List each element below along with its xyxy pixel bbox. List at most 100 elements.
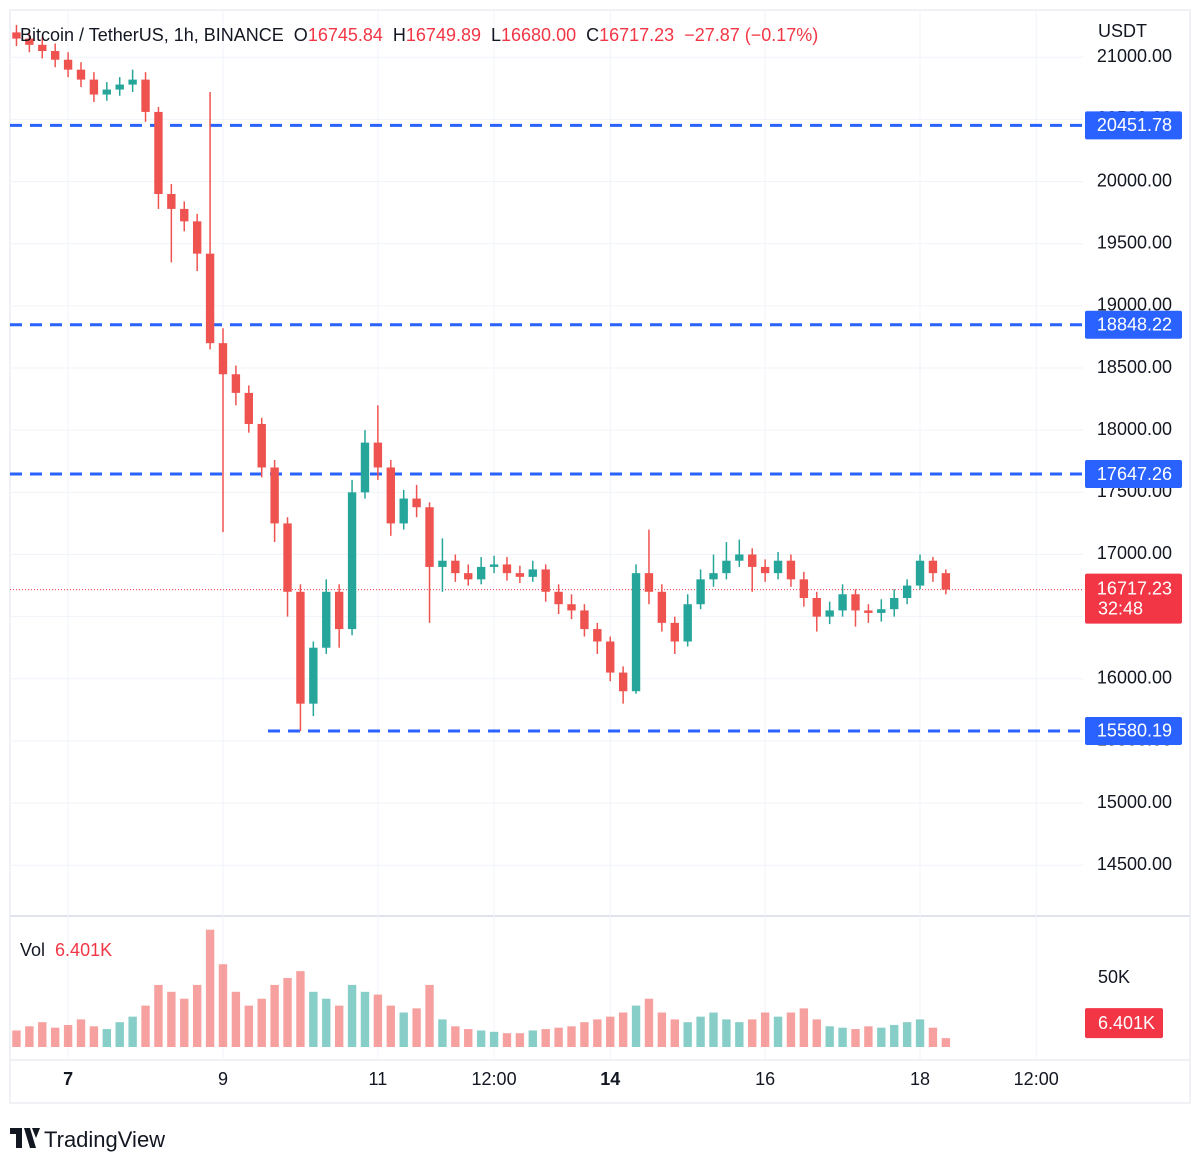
volume-bar — [244, 1005, 253, 1047]
volume-bar — [618, 1012, 628, 1047]
candle-body — [489, 564, 499, 567]
level-label: 15580.19 — [1097, 721, 1172, 741]
candle-body — [309, 647, 318, 704]
candle-body — [231, 374, 241, 393]
volume-bar — [631, 1005, 641, 1047]
volume-bar — [464, 1029, 473, 1047]
volume-bar — [670, 1019, 679, 1047]
volume-bar — [941, 1038, 951, 1047]
close: 16717.23 — [599, 25, 675, 45]
axis: 14500.0015000.0015500.0016000.0016500.00… — [63, 46, 1182, 1089]
candle-body — [722, 560, 731, 574]
volume-bar — [141, 1005, 150, 1047]
candle-body — [438, 560, 447, 567]
volume-bar — [128, 1016, 137, 1047]
volume-bar — [735, 1022, 744, 1047]
volume-bar — [76, 1019, 86, 1047]
volume-bar — [877, 1027, 886, 1047]
candle-body — [115, 84, 124, 90]
candle-body — [386, 467, 395, 524]
volume-bar — [606, 1016, 615, 1047]
candle-body — [864, 610, 873, 613]
volume-bar — [696, 1016, 705, 1047]
candle-body — [760, 566, 770, 574]
candle-body — [63, 59, 73, 70]
volume-bar — [180, 998, 189, 1047]
volume-bar — [205, 929, 215, 1047]
volume-bar — [812, 1019, 821, 1047]
level-label-box — [1085, 460, 1182, 489]
candle-body — [347, 492, 357, 630]
candle-body — [334, 591, 344, 630]
candle-body — [890, 598, 899, 610]
candle-body — [812, 598, 821, 617]
volume-bar — [489, 1031, 499, 1047]
volume-bar — [528, 1030, 537, 1047]
candle-body — [25, 38, 34, 45]
candle-body — [476, 566, 486, 580]
last-price-box — [1085, 573, 1182, 624]
level-label: 17647.26 — [1097, 464, 1172, 484]
candle-body — [244, 392, 253, 424]
volume-bar — [309, 991, 318, 1047]
candle-body — [412, 498, 421, 508]
volume-bar — [683, 1022, 692, 1047]
volume-bar — [451, 1026, 460, 1047]
level-label: 18848.22 — [1097, 314, 1172, 334]
volume-title: Vol — [20, 940, 46, 960]
candle-body — [709, 573, 718, 580]
volume-bar — [476, 1030, 486, 1047]
volume-bar — [425, 984, 434, 1047]
y-tick-label: 20000.00 — [1097, 170, 1172, 190]
volume-bar — [825, 1026, 834, 1047]
legend-header: Bitcoin / TetherUS, 1h, BINANCE O16745.8… — [20, 25, 818, 46]
countdown: 32:48 — [1098, 598, 1143, 618]
volume-bar — [322, 998, 331, 1047]
volume-bar — [283, 978, 292, 1047]
volume-bar — [25, 1026, 34, 1047]
y-tick-label: 15000.00 — [1097, 792, 1172, 812]
volume-bar — [373, 994, 383, 1047]
x-tick-label: 14 — [600, 1069, 620, 1089]
candle-body — [12, 32, 21, 39]
volume-legend: Vol 6.401K — [20, 940, 112, 961]
candle-body — [257, 423, 266, 468]
volume-bar — [580, 1022, 589, 1047]
o-label: O — [293, 25, 308, 45]
volume-bar — [296, 971, 305, 1047]
volume-bar — [399, 1012, 408, 1047]
y-tick-label: 14500.00 — [1097, 854, 1172, 874]
volume-last-box — [1085, 1008, 1163, 1039]
candle-body — [89, 79, 99, 95]
candle-body — [451, 560, 460, 574]
volume-bar — [554, 1027, 563, 1047]
candle-body — [167, 193, 176, 209]
low: 16680.00 — [501, 25, 577, 45]
y-tick-label: 17000.00 — [1097, 543, 1172, 563]
candles — [12, 24, 951, 731]
volume-bar — [257, 998, 266, 1047]
chart-frame — [9, 9, 1191, 1104]
symbol: Bitcoin / TetherUS, 1h, BINANCE — [20, 25, 284, 45]
volume-bar — [786, 1012, 796, 1047]
grid — [10, 10, 1083, 1060]
candle-body — [296, 591, 305, 704]
last-price-label: 16717.23 — [1097, 578, 1172, 598]
candle-body — [283, 523, 292, 592]
volume-bar — [502, 1033, 512, 1047]
candle-body — [218, 343, 228, 375]
volume-bar — [773, 1016, 783, 1047]
x-tick-label: 7 — [63, 1069, 73, 1089]
volume-bar — [218, 964, 228, 1047]
x-tick-label: 18 — [910, 1069, 930, 1089]
volume-bar — [838, 1027, 847, 1047]
candle-body — [825, 610, 834, 617]
candle-body — [851, 594, 860, 611]
volume-bar — [928, 1027, 938, 1047]
candle-body — [102, 89, 112, 95]
change: −27.87 (−0.17%) — [684, 25, 819, 45]
volume-bar — [192, 984, 202, 1047]
volume-bar — [657, 1012, 667, 1047]
x-tick-label: 9 — [218, 1069, 228, 1089]
